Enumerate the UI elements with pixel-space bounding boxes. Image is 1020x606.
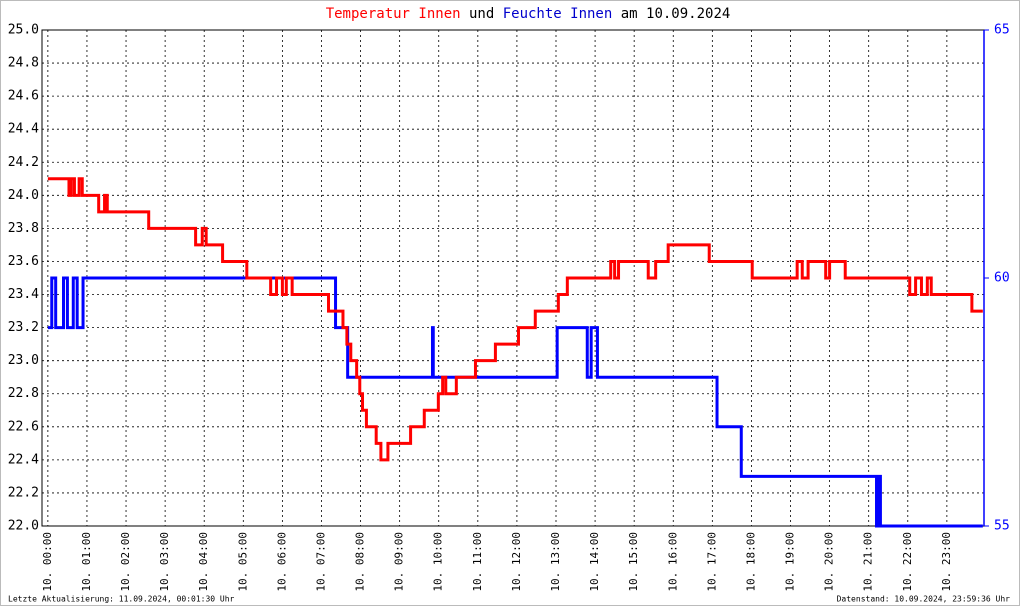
- y2-tick-label: 65: [994, 23, 1010, 38]
- x-tick-label: 10. 20:00: [823, 532, 836, 592]
- chart-title: Temperatur Innen und Feuchte Innen am 10…: [326, 6, 731, 22]
- x-tick-label: 10. 22:00: [901, 532, 914, 592]
- title-series-2: Feuchte Innen: [503, 6, 613, 22]
- x-tick-label: 10. 23:00: [940, 532, 953, 592]
- y-tick-label: 22.4: [8, 452, 39, 467]
- series-line: [47, 276, 983, 528]
- y-tick-label: 22.6: [8, 419, 39, 434]
- y-tick-label: 24.0: [8, 188, 39, 203]
- x-tick-label: 10. 21:00: [862, 532, 875, 592]
- x-tick-label: 10. 04:00: [197, 532, 210, 592]
- x-tick-label: 10. 18:00: [744, 532, 757, 592]
- y2-tick-label: 55: [994, 519, 1010, 534]
- y-tick-label: 22.2: [8, 485, 39, 500]
- x-tick-label: 10. 09:00: [393, 532, 406, 592]
- x-tick-label: 10. 12:00: [510, 532, 523, 592]
- y-tick-label: 24.2: [8, 155, 39, 170]
- y-tick-label: 24.6: [8, 89, 39, 104]
- y-tick-label: 23.6: [8, 254, 39, 269]
- x-tick-label: 10. 13:00: [549, 532, 562, 592]
- y-tick-label: 23.4: [8, 287, 39, 302]
- x-tick-label: 10. 17:00: [705, 532, 718, 592]
- x-tick-label: 10. 19:00: [784, 532, 797, 592]
- y-tick-label: 24.8: [8, 56, 39, 71]
- y-tick-label: 23.0: [8, 353, 39, 368]
- title-series-1: Temperatur Innen: [326, 6, 461, 22]
- footer-right: Datenstand: 10.09.2024, 23:59:36 Uhr: [837, 595, 1011, 604]
- y-tick-label: 25.0: [8, 23, 39, 38]
- y2-tick-label: 60: [994, 271, 1010, 286]
- x-tick-label: 10. 11:00: [471, 532, 484, 592]
- x-tick-label: 10. 03:00: [158, 532, 171, 592]
- y-tick-label: 22.8: [8, 386, 39, 401]
- y-tick-label: 23.8: [8, 221, 39, 236]
- footer-left: Letzte Aktualisierung: 11.09.2024, 00:01…: [8, 595, 235, 604]
- title-connector: und: [469, 6, 494, 22]
- x-tick-label: 10. 07:00: [314, 532, 327, 592]
- x-tick-label: 10. 15:00: [627, 532, 640, 592]
- x-tick-label: 10. 00:00: [41, 532, 54, 592]
- x-tick-label: 10. 02:00: [119, 532, 132, 592]
- y-tick-label: 23.2: [8, 320, 39, 335]
- x-tick-label: 10. 08:00: [354, 532, 367, 592]
- series-line: [47, 177, 983, 462]
- x-tick-label: 10. 01:00: [80, 532, 93, 592]
- x-tick-label: 10. 16:00: [666, 532, 679, 592]
- x-tick-label: 10. 06:00: [275, 532, 288, 592]
- y-tick-label: 24.4: [8, 122, 39, 137]
- title-suffix: am 10.09.2024: [621, 6, 731, 22]
- y-tick-label: 22.0: [8, 519, 39, 534]
- x-tick-label: 10. 05:00: [236, 532, 249, 592]
- x-tick-label: 10. 14:00: [588, 532, 601, 592]
- x-tick-label: 10. 10:00: [432, 532, 445, 592]
